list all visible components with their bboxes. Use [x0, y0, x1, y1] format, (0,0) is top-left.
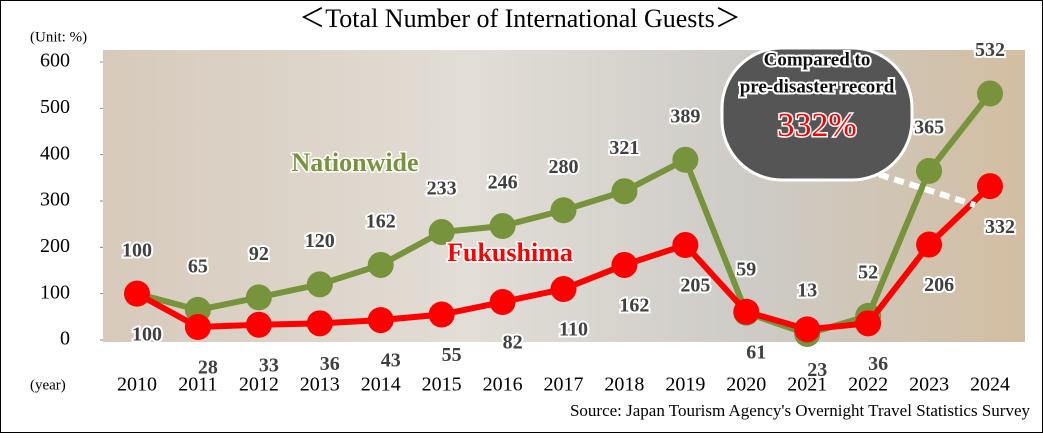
- data-label: 23: [807, 359, 827, 381]
- chart: ＜Total Number of International Guests＞ (…: [0, 0, 1043, 433]
- point: [672, 147, 698, 173]
- x-tick-label: 2017: [544, 374, 584, 396]
- point: [368, 252, 394, 278]
- callout-highlight: 332%: [777, 107, 856, 144]
- data-label: 365: [914, 116, 944, 138]
- point: [916, 232, 942, 258]
- data-label: 65: [188, 255, 208, 277]
- y-tick-label: 400: [40, 142, 70, 164]
- x-tick-label: 2022: [848, 374, 888, 396]
- point: [124, 281, 150, 307]
- x-tick-label: 2016: [483, 374, 523, 396]
- data-label: 280: [549, 156, 579, 178]
- point: [551, 276, 577, 302]
- point: [977, 173, 1003, 199]
- data-label: 100: [122, 239, 152, 261]
- data-label: 110: [559, 319, 588, 341]
- callout-text: Compared to: [764, 49, 871, 70]
- x-tick-label: 2020: [726, 374, 766, 396]
- chart-title: ＜Total Number of International Guests＞: [299, 4, 741, 33]
- source: Source: Japan Tourism Agency's Overnight…: [570, 401, 1031, 420]
- point: [611, 252, 637, 278]
- point: [246, 312, 272, 338]
- point: [672, 232, 698, 258]
- point: [490, 213, 516, 239]
- y-tick-label: 200: [40, 235, 70, 257]
- data-label: 92: [249, 243, 269, 265]
- x-unit-label: (year): [30, 377, 66, 393]
- data-label: 33: [259, 354, 279, 376]
- data-label: 246: [488, 172, 518, 194]
- data-label: 162: [366, 211, 396, 233]
- y-tick-label: 600: [40, 50, 70, 72]
- point: [551, 197, 577, 223]
- x-tick-label: 2013: [300, 374, 340, 396]
- data-label: 321: [609, 137, 639, 159]
- data-label: 332: [985, 216, 1015, 238]
- data-label: 55: [442, 344, 462, 366]
- data-label: 61: [746, 341, 766, 363]
- data-label: 43: [381, 350, 401, 372]
- y-unit-label: (Unit: %): [30, 29, 87, 45]
- data-label: 532: [975, 39, 1005, 61]
- point: [733, 299, 759, 325]
- data-label: 206: [924, 274, 954, 296]
- point: [916, 158, 942, 184]
- data-label: 162: [619, 295, 649, 317]
- data-label: 36: [868, 353, 888, 375]
- x-tick-label: 2015: [422, 374, 462, 396]
- data-label: 52: [858, 262, 878, 284]
- series-name: Fukushima: [447, 238, 573, 267]
- data-label: 389: [670, 105, 700, 127]
- x-tick-label: 2018: [604, 374, 644, 396]
- data-label: 82: [503, 332, 523, 354]
- x-tick-label: 2010: [117, 374, 157, 396]
- data-label: 36: [320, 353, 340, 375]
- point: [307, 310, 333, 336]
- data-label: 100: [132, 323, 162, 345]
- x-tick-label: 2019: [665, 374, 705, 396]
- point: [368, 307, 394, 333]
- point: [246, 284, 272, 310]
- point: [977, 81, 1003, 107]
- point: [855, 310, 881, 336]
- x-tick-label: 2024: [970, 374, 1010, 396]
- y-tick-label: 500: [40, 96, 70, 118]
- data-label: 13: [797, 280, 817, 302]
- data-label: 205: [680, 275, 710, 297]
- series-name: Nationwide: [291, 148, 418, 177]
- point: [490, 289, 516, 315]
- point: [307, 271, 333, 297]
- point: [794, 316, 820, 342]
- point: [185, 314, 211, 340]
- data-label: 233: [427, 178, 457, 200]
- x-tick-label: 2014: [361, 374, 401, 396]
- y-tick-label: 0: [60, 328, 70, 350]
- x-tick-label: 2012: [239, 374, 279, 396]
- callout-text: pre-disaster record: [740, 76, 895, 97]
- point: [611, 178, 637, 204]
- data-label: 120: [305, 230, 335, 252]
- y-tick-label: 100: [40, 281, 70, 303]
- data-label: 59: [736, 258, 756, 280]
- data-label: 28: [198, 357, 218, 379]
- y-tick-label: 300: [40, 189, 70, 211]
- x-tick-label: 2023: [909, 374, 949, 396]
- point: [429, 302, 455, 328]
